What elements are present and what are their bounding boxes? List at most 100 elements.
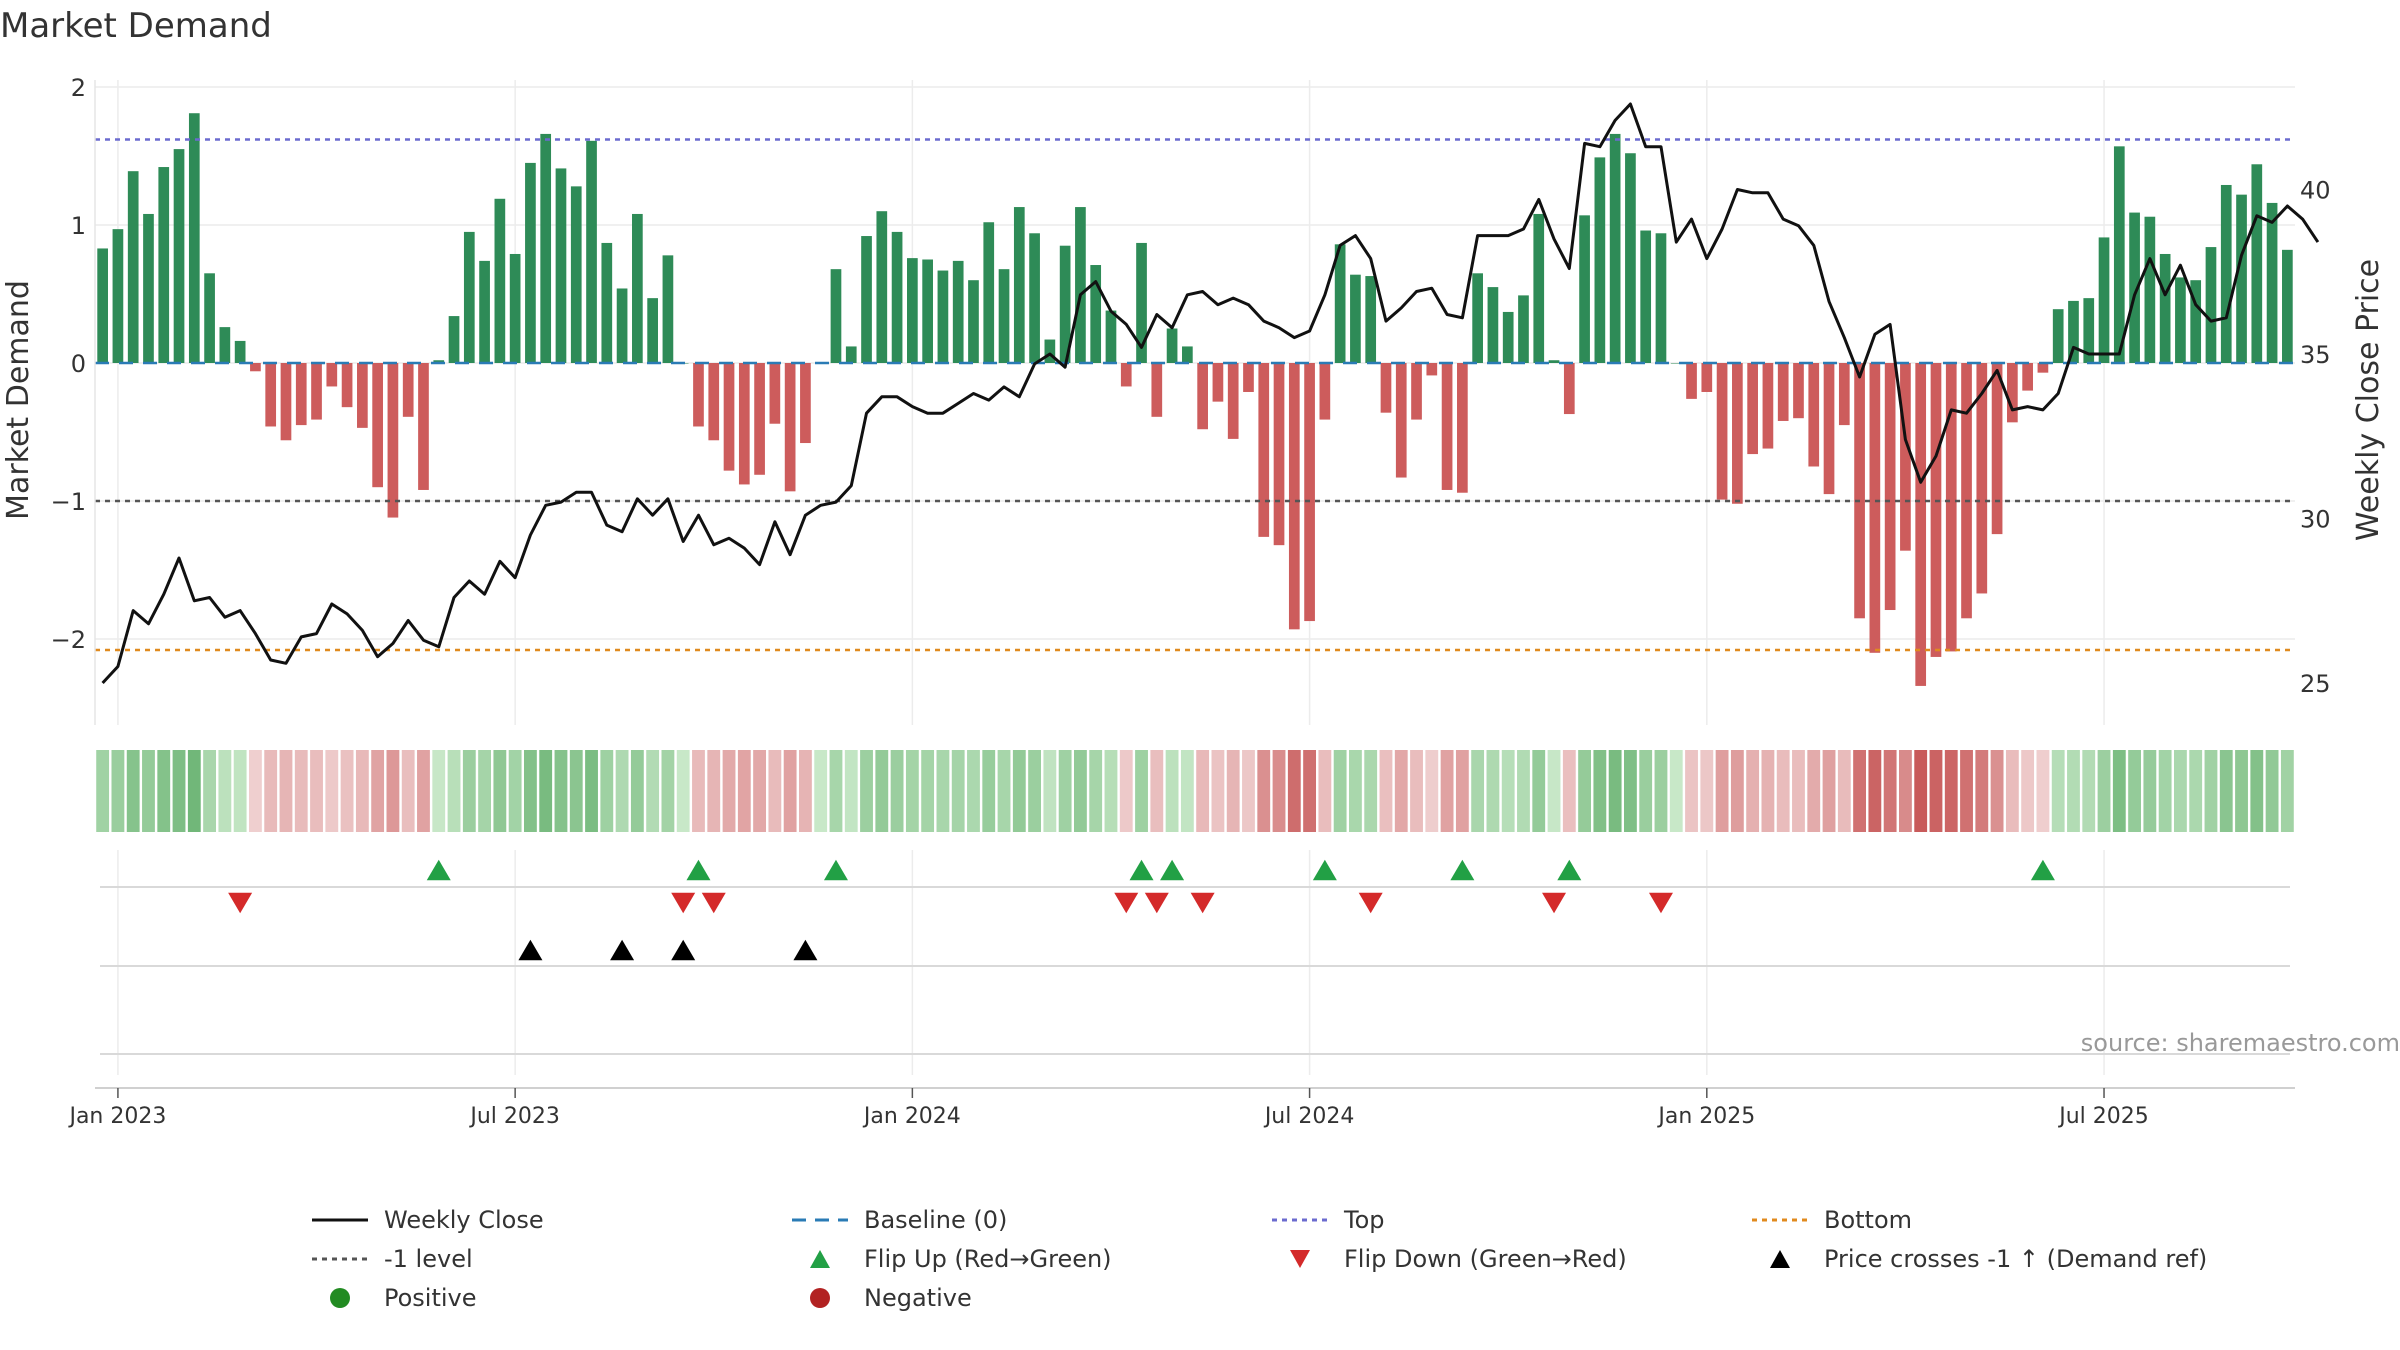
demand-bar xyxy=(1365,276,1377,363)
x-tick-label: Jan 2023 xyxy=(67,1104,166,1129)
heat-cell xyxy=(264,750,278,832)
demand-bar xyxy=(1884,363,1896,611)
heat-cell xyxy=(1776,750,1790,832)
legend-label: Negative xyxy=(864,1284,972,1312)
heat-cell xyxy=(1715,750,1729,832)
demand-bar xyxy=(1212,363,1224,402)
heat-cell xyxy=(1562,750,1576,832)
legend-label: -1 level xyxy=(384,1245,473,1273)
heat-cell xyxy=(1196,750,1210,832)
heat-cell xyxy=(2280,750,2294,832)
flip-up-marker xyxy=(1160,859,1185,881)
heat-cell xyxy=(187,750,201,832)
demand-bar xyxy=(1915,363,1927,686)
demand-bar xyxy=(2251,164,2263,363)
demand-bar xyxy=(1869,363,1881,653)
x-tick-label: Jan 2025 xyxy=(1656,1104,1755,1129)
legend-label: Top xyxy=(1344,1206,1385,1234)
heat-cell xyxy=(1257,750,1271,832)
demand-bar xyxy=(1151,363,1163,417)
demand-bar xyxy=(1166,328,1178,363)
flip-up-marker xyxy=(686,859,711,881)
heat-cell xyxy=(661,750,675,832)
demand-bar xyxy=(1716,363,1728,500)
demand-bar xyxy=(1563,363,1575,415)
heat-cell xyxy=(1455,750,1469,832)
demand-bar xyxy=(1029,233,1040,363)
demand-bar xyxy=(525,162,536,363)
demand-bar xyxy=(1762,363,1774,449)
demand-bar xyxy=(1808,363,1820,467)
demand-bar xyxy=(1136,242,1147,363)
demand-bar xyxy=(876,211,888,363)
heat-cell xyxy=(1150,750,1164,832)
demand-bar xyxy=(1640,230,1652,363)
demand-bar xyxy=(448,316,460,363)
heat-cell xyxy=(2067,750,2080,832)
demand-bar xyxy=(1197,363,1208,430)
flip-down-marker xyxy=(1144,892,1169,914)
reference-lines xyxy=(95,138,2295,652)
demand-bar xyxy=(570,186,582,363)
demand-bar xyxy=(1594,157,1606,363)
demand-bar xyxy=(2129,212,2140,363)
demand-bar xyxy=(708,363,720,441)
demand-bar xyxy=(1487,287,1499,363)
y2-tick-label: 30 xyxy=(2300,506,2331,534)
price-cross-marker xyxy=(610,939,635,961)
demand-bar xyxy=(2205,247,2217,363)
heat-cell xyxy=(2005,750,2019,832)
demand-bar xyxy=(1013,207,1025,363)
demand-bar xyxy=(1793,363,1804,419)
flip-up-marker xyxy=(2030,859,2055,881)
heat-cell xyxy=(1654,750,1668,832)
heat-cell xyxy=(722,750,736,832)
heat-cell xyxy=(1272,750,1286,832)
heat-cell xyxy=(524,750,537,832)
demand-bar xyxy=(693,363,704,427)
demand-bar xyxy=(2175,277,2186,363)
heat-cell xyxy=(493,750,507,832)
demand-bar xyxy=(1945,363,1957,652)
price-cross-marker xyxy=(671,939,696,961)
heat-cell xyxy=(539,750,553,832)
demand-bar xyxy=(800,363,811,444)
demand-bar xyxy=(2068,300,2079,363)
heat-cell xyxy=(2250,750,2264,832)
demand-bar xyxy=(509,253,521,363)
heat-cell xyxy=(1608,750,1622,832)
demand-bar xyxy=(188,113,200,363)
demand-bar xyxy=(723,363,735,471)
demand-bar xyxy=(1502,311,1514,363)
heat-cell xyxy=(1578,750,1591,832)
demand-bar xyxy=(2083,298,2095,363)
demand-bar xyxy=(968,280,979,363)
heat-cell xyxy=(1471,750,1485,832)
demand-bar xyxy=(418,363,429,490)
demand-bar xyxy=(1304,363,1315,622)
demand-bar xyxy=(2037,363,2049,373)
demand-bar xyxy=(1670,363,1682,364)
demand-bar xyxy=(158,167,170,363)
demand-bar xyxy=(1533,213,1545,363)
heat-cell xyxy=(1028,750,1041,832)
circle-icon xyxy=(810,1288,830,1308)
heat-cell xyxy=(676,750,690,832)
heat-cell xyxy=(2051,750,2065,832)
heat-cell xyxy=(569,750,583,832)
demand-bar xyxy=(632,213,643,363)
heat-cell xyxy=(447,750,461,832)
demand-bar xyxy=(1319,363,1331,420)
heat-cell xyxy=(2021,750,2035,832)
demand-bar xyxy=(769,363,781,424)
heat-cell xyxy=(967,750,980,832)
demand-bar xyxy=(204,273,215,363)
heat-cell xyxy=(310,750,323,832)
demand-bar xyxy=(1457,363,1468,493)
heat-cell xyxy=(615,750,629,832)
demand-bar xyxy=(234,340,246,363)
heat-cell xyxy=(1807,750,1821,832)
flip-down-marker xyxy=(228,892,253,914)
heat-cell xyxy=(1226,750,1240,832)
heat-cell xyxy=(921,750,935,832)
